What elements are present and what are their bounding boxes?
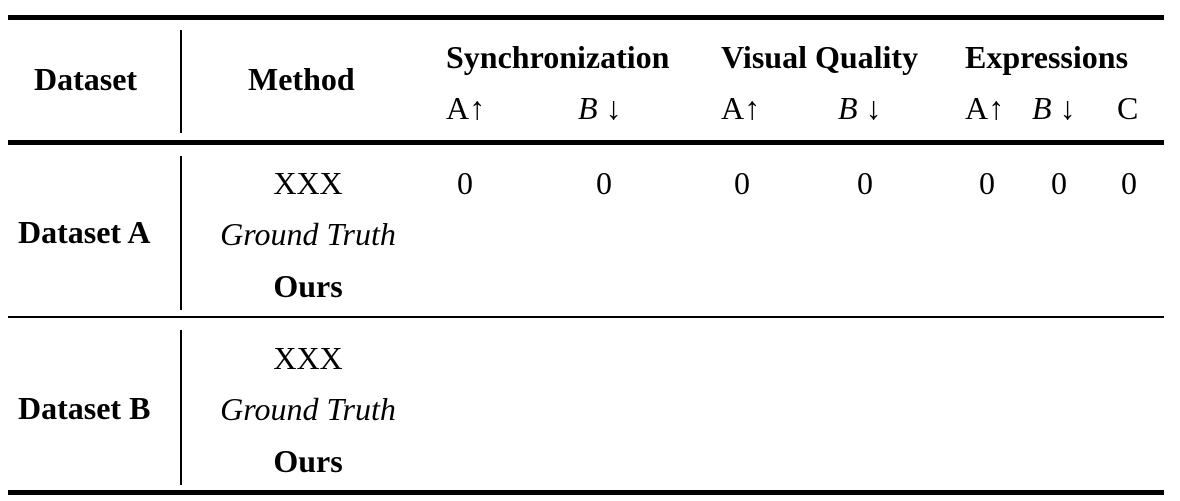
dataset-a-label: Dataset A	[18, 214, 151, 250]
top-rule	[8, 15, 1164, 20]
header-vertical-divider	[180, 30, 182, 133]
sync-b-down: B ↓	[578, 90, 622, 126]
header-method: Method	[248, 61, 355, 97]
header-expressions: Expressions	[965, 39, 1129, 75]
sync-a-up: A↑	[446, 90, 486, 126]
method-xxx: XXX	[273, 340, 343, 376]
vq-a-up: A↑	[721, 90, 761, 126]
dataset-b-label: Dataset B	[18, 390, 151, 426]
bottom-rule	[8, 490, 1164, 495]
section-b-vertical-divider	[180, 330, 182, 485]
expr-b-down: B ↓	[1032, 90, 1076, 126]
value-sync-a: 0	[457, 165, 473, 201]
method-ground-truth: Ground Truth	[220, 391, 396, 427]
method-xxx: XXX	[273, 165, 343, 201]
header-visual-quality: Visual Quality	[721, 39, 919, 75]
header-synchronization: Synchronization	[446, 39, 670, 75]
header-dataset: Dataset	[34, 61, 138, 97]
section-a-vertical-divider	[180, 156, 182, 310]
header-rule	[8, 140, 1164, 145]
expr-a-up: A↑	[965, 90, 1005, 126]
value-sync-b: 0	[596, 165, 612, 201]
method-ours: Ours	[273, 268, 343, 304]
value-vq-a: 0	[734, 165, 750, 201]
vq-b-down: B ↓	[838, 90, 882, 126]
value-expr-a: 0	[979, 165, 995, 201]
expr-c: C	[1117, 90, 1139, 126]
value-expr-b: 0	[1051, 165, 1067, 201]
section-rule	[8, 316, 1164, 318]
value-expr-c: 0	[1121, 165, 1137, 201]
value-vq-b: 0	[857, 165, 873, 201]
method-ours: Ours	[273, 443, 343, 479]
method-ground-truth: Ground Truth	[220, 216, 396, 252]
